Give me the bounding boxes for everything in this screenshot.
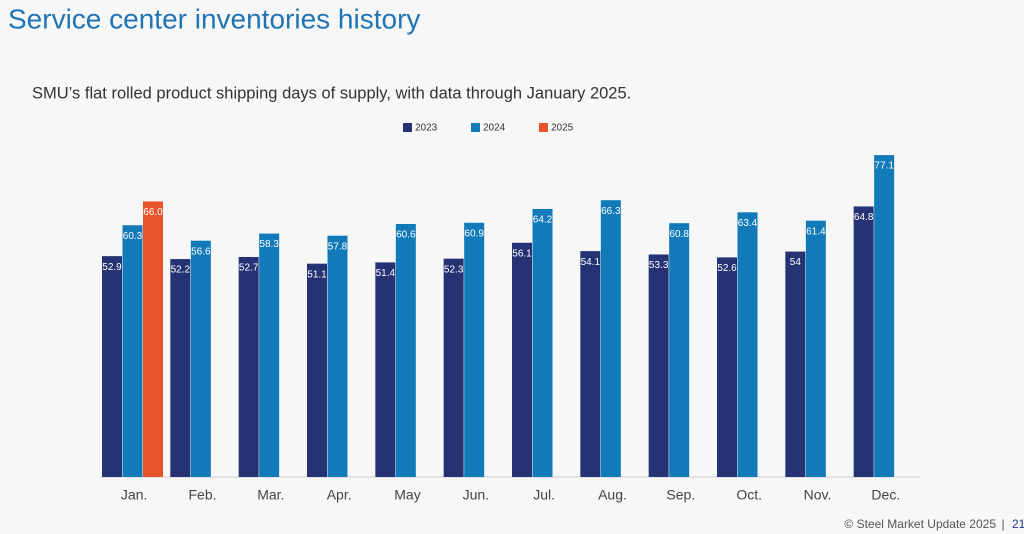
x-tick-label: Mar.: [257, 487, 284, 503]
value-label: 66.0: [143, 207, 163, 218]
bar: [122, 225, 143, 477]
value-label: 61.4: [806, 226, 826, 237]
bar: [853, 206, 874, 477]
value-label: 51.1: [307, 269, 327, 280]
page-number: 21: [1012, 517, 1024, 531]
legend-swatch: [471, 123, 480, 132]
legend-swatch: [403, 123, 412, 132]
value-label: 60.6: [396, 230, 416, 241]
bar: [307, 263, 327, 477]
value-label: 66.3: [601, 206, 621, 217]
x-tick-label: Jun.: [463, 487, 489, 503]
x-tick-label: Sep.: [666, 487, 695, 503]
x-tick-label: Oct.: [736, 487, 762, 503]
value-label: 58.3: [259, 239, 279, 250]
legend-swatch: [539, 123, 548, 132]
legend-label: 2023: [415, 123, 438, 134]
x-tick-label: May: [394, 487, 420, 503]
bar: [395, 223, 416, 477]
bar: [259, 233, 280, 477]
footer: © Steel Market Update 2025: [844, 517, 996, 531]
bar: [785, 251, 806, 477]
x-tick-label: Jan.: [121, 487, 147, 503]
value-label: 60.9: [464, 228, 484, 239]
chart-title: Service center inventories history: [8, 3, 420, 34]
bar: [532, 208, 553, 477]
bar: [512, 242, 532, 477]
bar: [464, 222, 485, 477]
x-tick-label: Apr.: [327, 487, 352, 503]
bar: [600, 200, 621, 477]
value-label: 64.8: [854, 212, 874, 223]
value-label: 60.3: [123, 231, 143, 242]
value-label: 52.7: [239, 263, 259, 274]
value-label: 52.3: [444, 264, 464, 275]
bar: [170, 259, 191, 477]
x-tick-label: Dec.: [871, 487, 900, 503]
value-label: 64.2: [533, 215, 553, 226]
value-label: 63.4: [738, 218, 758, 229]
value-label: 57.8: [328, 241, 348, 252]
bar: [102, 256, 122, 477]
value-label: 52.2: [171, 265, 191, 276]
value-label: 53.3: [649, 260, 669, 271]
bar: [648, 254, 669, 477]
bar: [443, 258, 464, 477]
bar: [717, 257, 737, 477]
legend-label: 2025: [551, 123, 574, 134]
x-tick-label: Aug.: [598, 487, 627, 503]
x-tick-label: Jul.: [533, 487, 555, 503]
value-label: 52.6: [717, 263, 737, 274]
bar: [327, 235, 348, 477]
bar: [669, 223, 690, 477]
bar: [805, 220, 826, 477]
value-label: 77.1: [874, 161, 894, 172]
legend-label: 2024: [483, 123, 506, 134]
footer-separator: |: [1001, 517, 1004, 531]
value-label: 54: [790, 257, 802, 268]
value-label: 60.8: [669, 229, 689, 240]
bar: [190, 240, 211, 477]
value-label: 56.1: [512, 248, 532, 259]
value-label: 51.4: [376, 268, 396, 279]
bar: [375, 262, 396, 477]
value-label: 54.1: [581, 257, 601, 268]
x-tick-label: Nov.: [804, 487, 832, 503]
value-label: 56.6: [191, 246, 211, 257]
value-label: 52.9: [102, 262, 122, 273]
bar: [580, 251, 601, 477]
x-tick-label: Feb.: [188, 487, 216, 503]
bar: [143, 201, 163, 477]
chart-subtitle: SMU’s flat rolled product shipping days …: [32, 84, 631, 102]
bar: [238, 256, 259, 477]
bar: [874, 155, 895, 478]
bar: [737, 212, 758, 477]
